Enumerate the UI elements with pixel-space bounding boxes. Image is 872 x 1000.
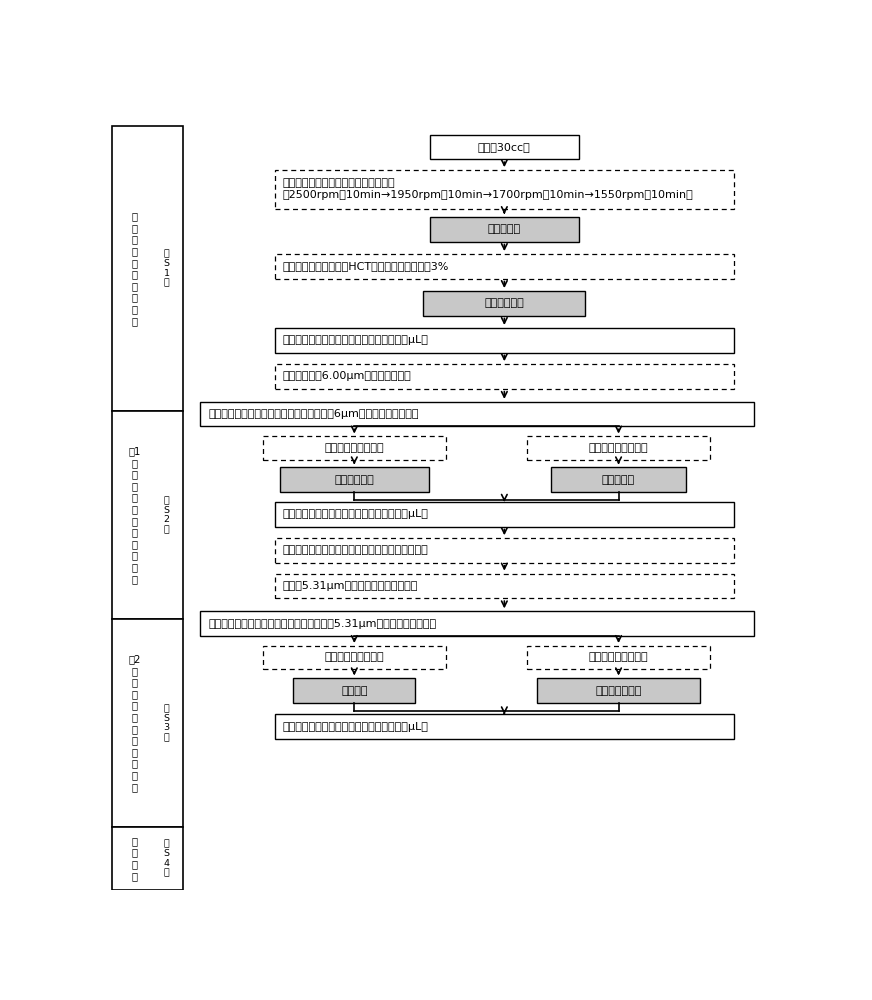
FancyBboxPatch shape (280, 467, 429, 492)
FancyBboxPatch shape (275, 170, 734, 209)
Text: 第1
红
细
胞
变
形
能
力
计
算
步
骤: 第1 红 细 胞 变 形 能 力 计 算 步 骤 (128, 446, 141, 584)
Text: 轻度老化红细胞: 轻度老化红细胞 (596, 686, 642, 696)
Text: （
S
2
）: （ S 2 ） (163, 496, 169, 534)
Text: 幼红细胞: 幼红细胞 (341, 686, 368, 696)
Bar (112, 619, 183, 827)
Text: ・用送液泵将红细胞悬浮液送入玻璃管，用6μm的滤器测定变形能力: ・用送液泵将红细胞悬浮液送入玻璃管，用6μm的滤器测定变形能力 (208, 409, 419, 419)
FancyBboxPatch shape (263, 646, 446, 669)
Text: （
S
4
）: （ S 4 ） (163, 839, 169, 877)
Bar (112, 126, 183, 411)
Text: 卸除滤器，用缓冲液清洗从玻璃管至滤器的流路。: 卸除滤器，用缓冲液清洗从玻璃管至滤器的流路。 (283, 545, 428, 555)
Text: ・重复进行离心并用缓冲液清洗的操作
（2500rpm，10min→1950rpm，10min→1700rpm，10min→1550rpm，10min）: ・重复进行离心并用缓冲液清洗的操作 （2500rpm，10min→1950rpm… (283, 178, 693, 200)
Text: ・用缓冲液在6.00μm的滤器中调零。: ・用缓冲液在6.00μm的滤器中调零。 (283, 371, 412, 381)
Bar (112, 411, 183, 619)
Text: （
S
1
）: （ S 1 ） (163, 250, 169, 288)
FancyBboxPatch shape (275, 714, 734, 739)
Text: 老化红细胞: 老化红细胞 (602, 475, 635, 485)
Text: ・用缓冲液稀释以使得HCT（红细胞比容）成为3%: ・用缓冲液稀释以使得HCT（红细胞比容）成为3% (283, 261, 449, 271)
FancyBboxPatch shape (551, 467, 686, 492)
FancyBboxPatch shape (275, 574, 734, 598)
Text: ・用自动血细胞分析装置测定红细胞数（每μL）: ・用自动血细胞分析装置测定红细胞数（每μL） (283, 335, 428, 345)
FancyBboxPatch shape (201, 611, 754, 636)
Text: ・用送液泵将红细胞悬浮液送入玻璃管，用5.31μm的滤器测定变形能力: ・用送液泵将红细胞悬浮液送入玻璃管，用5.31μm的滤器测定变形能力 (208, 619, 437, 629)
Bar (112, 827, 183, 890)
Text: 清洗红细胞: 清洗红细胞 (487, 224, 521, 234)
Text: 通过了滤器的红细胞: 通过了滤器的红细胞 (324, 652, 385, 662)
FancyBboxPatch shape (294, 678, 415, 703)
Text: 第2
红
细
胞
变
形
能
力
计
算
步
骤: 第2 红 细 胞 变 形 能 力 计 算 步 骤 (128, 654, 141, 792)
FancyBboxPatch shape (275, 328, 734, 353)
Text: ・用自动血细胞分析装置测定红细胞数（每μL）: ・用自动血细胞分析装置测定红细胞数（每μL） (283, 509, 428, 519)
Text: 红细胞悬浮液: 红细胞悬浮液 (485, 298, 524, 308)
Text: （
S
3
）: （ S 3 ） (163, 704, 169, 742)
FancyBboxPatch shape (423, 291, 585, 316)
FancyBboxPatch shape (528, 646, 710, 669)
FancyBboxPatch shape (275, 254, 734, 279)
FancyBboxPatch shape (537, 678, 699, 703)
FancyBboxPatch shape (275, 538, 734, 563)
Text: 未通过滤器的红细胞: 未通过滤器的红细胞 (589, 443, 649, 453)
Text: 未通过滤器的红细胞: 未通过滤器的红细胞 (589, 652, 649, 662)
FancyBboxPatch shape (528, 436, 710, 460)
FancyBboxPatch shape (430, 135, 579, 159)
FancyBboxPatch shape (430, 217, 579, 242)
Text: 红
细
胞
悬
浮
液
制
备
步
骤: 红 细 胞 悬 浮 液 制 备 步 骤 (132, 211, 138, 326)
Text: 通过了滤器的红细胞: 通过了滤器的红细胞 (324, 443, 385, 453)
FancyBboxPatch shape (275, 502, 734, 527)
Text: 更换为5.31μm的滤器并用缓冲液调零。: 更换为5.31μm的滤器并用缓冲液调零。 (283, 581, 418, 591)
FancyBboxPatch shape (201, 402, 754, 426)
FancyBboxPatch shape (275, 364, 734, 389)
FancyBboxPatch shape (263, 436, 446, 460)
Text: 未老化红细胞: 未老化红细胞 (335, 475, 374, 485)
Text: 血液（30cc）: 血液（30cc） (478, 142, 531, 152)
Text: ・用自动血细胞分析装置测定红细胞数（每μL）: ・用自动血细胞分析装置测定红细胞数（每μL） (283, 722, 428, 732)
Text: 评
价
步
骤: 评 价 步 骤 (132, 836, 138, 881)
